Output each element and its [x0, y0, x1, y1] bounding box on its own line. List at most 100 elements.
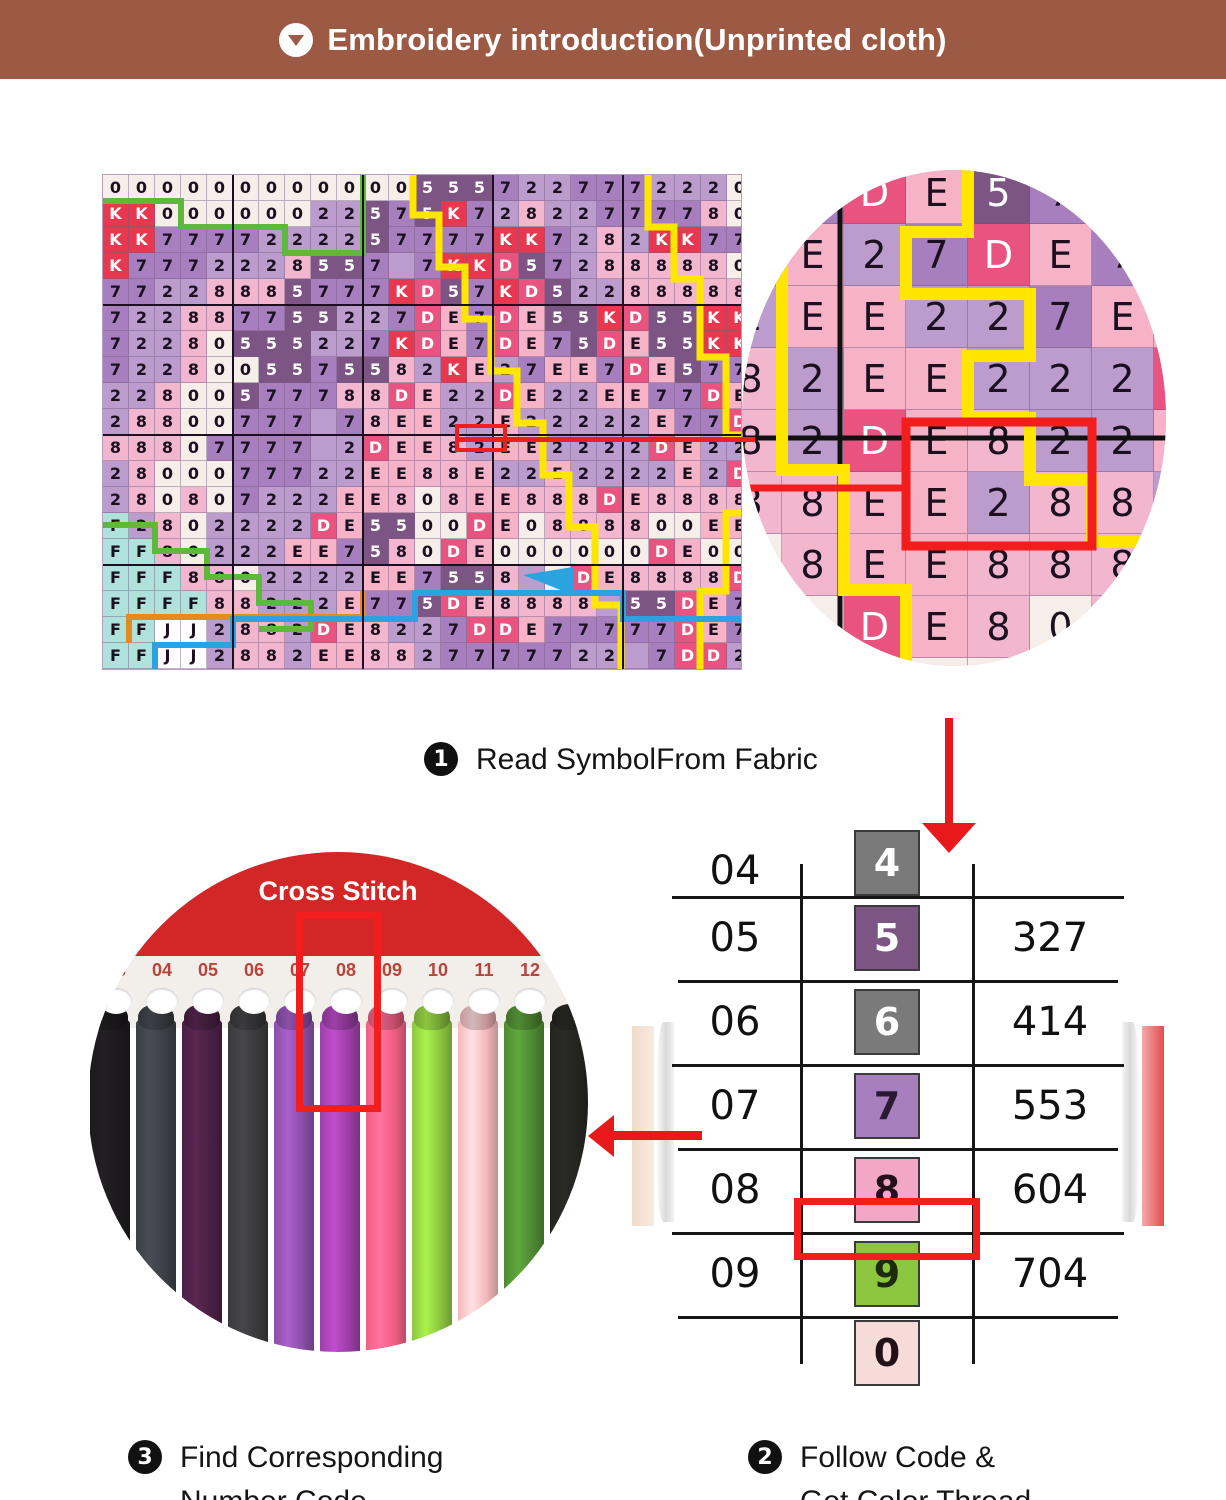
pattern-cell: 5 [285, 331, 311, 357]
pattern-cell: 2 [103, 461, 129, 487]
magnifier-cell: D [968, 224, 1030, 286]
pattern-cell: D [415, 331, 441, 357]
pattern-cell: 7 [181, 253, 207, 279]
pattern-cell: 0 [207, 201, 233, 227]
magnifier-cell: 2 [742, 286, 782, 348]
pattern-cell: 7 [441, 227, 467, 253]
table-row[interactable]: 09 9 704 [672, 1232, 1124, 1316]
pattern-cell: K [727, 331, 741, 357]
magnifier-cell: 7 [1030, 286, 1092, 348]
pattern-cell: 7 [285, 409, 311, 435]
pattern-cell: 8 [389, 487, 415, 513]
pattern-cell: 7 [103, 357, 129, 383]
pattern-cell: 2 [155, 279, 181, 305]
pattern-cell: 0 [233, 175, 259, 201]
symbol-swatch: 7 [854, 1073, 920, 1139]
pattern-cell: 5 [649, 591, 675, 617]
pattern-cell: D [675, 591, 701, 617]
step-2-caption: 2 Follow Code & Get Color Thread [748, 1436, 1031, 1500]
pattern-cell: 2 [415, 617, 441, 643]
pattern-cell: 0 [285, 201, 311, 227]
pattern-cell: D [493, 331, 519, 357]
table-row-divider [678, 980, 1118, 983]
pattern-cell: 8 [701, 565, 727, 591]
pattern-cell: 8 [675, 253, 701, 279]
pattern-cell [389, 253, 415, 279]
magnifier-cell: D [1154, 348, 1166, 410]
table-cell-number: 05 [709, 915, 761, 961]
table-row[interactable]: 08 8 604 [672, 1148, 1124, 1232]
pattern-cell: 2 [337, 227, 363, 253]
pattern-cell: 8 [285, 253, 311, 279]
thread-skein [320, 1020, 360, 1352]
thread-skein [182, 1020, 222, 1352]
pattern-cell: 7 [675, 409, 701, 435]
pattern-cell: 2 [337, 305, 363, 331]
magnifier-cell: 8 [1092, 596, 1154, 658]
pattern-cell: 0 [493, 539, 519, 565]
pattern-cell [597, 591, 623, 617]
pattern-cell: 5 [415, 201, 441, 227]
pattern-cell: 8 [649, 487, 675, 513]
pattern-cell: K [103, 201, 129, 227]
pattern-cell: 5 [363, 201, 389, 227]
pattern-cell: 7 [311, 383, 337, 409]
pattern-cell: D [623, 305, 649, 331]
magnifier-cell: E [906, 170, 968, 224]
pattern-cell: J [155, 643, 181, 669]
pattern-cell: 0 [181, 175, 207, 201]
pattern-cell: A [103, 669, 129, 670]
pattern-cell: 8 [181, 357, 207, 383]
pattern-cell: 8 [155, 435, 181, 461]
pattern-cell: 0 [727, 175, 741, 201]
pattern-cell: K [493, 279, 519, 305]
pattern-cell: 7 [597, 201, 623, 227]
pattern-cell: D [467, 617, 493, 643]
pattern-cell: 5 [285, 305, 311, 331]
pattern-cell: 7 [259, 461, 285, 487]
pattern-cell: F [129, 539, 155, 565]
magnifier-cell: E [844, 534, 906, 596]
magnifier-cell: D [782, 658, 844, 666]
pattern-cell: 0 [285, 175, 311, 201]
pattern-cell: 2 [675, 175, 701, 201]
table-row[interactable]: 04 4 [672, 830, 1124, 896]
pattern-cell: E [675, 539, 701, 565]
pattern-cell: 0 [519, 539, 545, 565]
chart-selection-box [455, 424, 507, 452]
thread-skein [458, 1020, 498, 1352]
pattern-cell: 2 [415, 357, 441, 383]
pattern-cell: 7 [649, 201, 675, 227]
pattern-cell: E [493, 513, 519, 539]
pattern-cell: E [415, 383, 441, 409]
table-cell-symbol: 6 [804, 989, 970, 1055]
thread-slot-number: 12 [519, 960, 541, 980]
pattern-cell: 7 [467, 305, 493, 331]
page-curl-right [1122, 1022, 1140, 1222]
pattern-cell: 7 [467, 227, 493, 253]
table-row[interactable]: 07 7 553 [672, 1064, 1124, 1148]
symbol-swatch: 5 [854, 905, 920, 971]
pattern-cell: K [441, 253, 467, 279]
pattern-cell: D [493, 305, 519, 331]
pattern-cell: 0 [155, 201, 181, 227]
pattern-cell: 7 [649, 617, 675, 643]
magnifier-cell: 7 [1154, 170, 1166, 224]
table-row[interactable]: 06 6 414 [672, 980, 1124, 1064]
table-row[interactable]: 05 5 327 [672, 896, 1124, 980]
pattern-cell: E [597, 383, 623, 409]
pattern-cell: 2 [389, 617, 415, 643]
pattern-cell: 7 [623, 201, 649, 227]
pattern-cell: 8 [545, 487, 571, 513]
pattern-cell: 0 [207, 357, 233, 383]
table-row[interactable]: 0 [672, 1316, 1124, 1386]
pattern-cell: 0 [181, 513, 207, 539]
pattern-cell: 8 [233, 643, 259, 669]
pattern-cell: E [311, 643, 337, 669]
pattern-cell: 2 [649, 461, 675, 487]
pattern-cell: 2 [259, 539, 285, 565]
pattern-cell: 7 [701, 409, 727, 435]
pattern-cell: 5 [233, 383, 259, 409]
pattern-cell: 2 [519, 409, 545, 435]
pattern-cell: 2 [493, 201, 519, 227]
